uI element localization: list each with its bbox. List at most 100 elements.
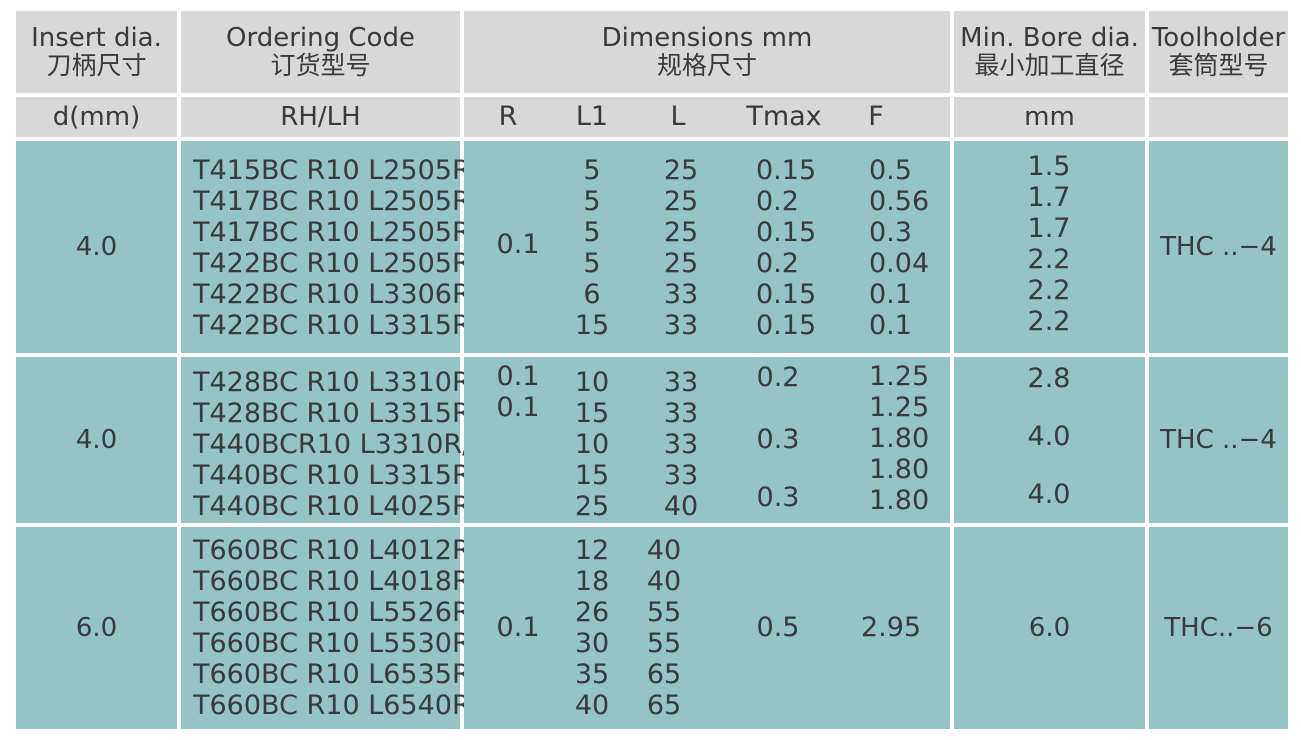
subheader-d: d(mm) [16,97,177,137]
Tmax-value: 0.15 [756,155,817,186]
group3-dims-cell: 0.1 12 18 26 30 35 40 40 40 55 55 65 65 … [464,527,950,729]
group1-bore: 1.5 1.7 1.7 2.2 2.2 2.2 [1028,151,1071,337]
group1-holder: THC ..−4 [1160,232,1277,262]
group2-d-cell: 4.0 [16,357,177,523]
subheader-bore: mm [954,97,1145,137]
header-toolholder-zh: 套筒型号 [1168,51,1269,80]
group1-codes: T415BC R10 L2505R/L T417BC R10 L2505R/L … [193,155,495,341]
header-dimensions-zh: 规格尺寸 [656,51,757,80]
code-line: T660BC R10 L6540R/L [193,690,495,721]
group3-holder: THC..−6 [1164,613,1273,643]
group2-Tmax-3: 0.3 [756,482,800,513]
group1-Tmax: 0.15 0.2 0.15 0.2 0.15 0.15 [756,155,816,341]
L-value: 55 [646,597,682,628]
group3-codes: T660BC R10 L4012R/L T660BC R10 L4018R/L … [193,535,495,721]
L1-value: 5 [583,217,601,248]
group1-L: 25 25 25 25 33 33 [664,155,698,341]
code-line: T660BC R10 L4018R/L [193,566,495,597]
subheader-L1: L1 [575,101,609,132]
R-value: 0.1 [496,361,540,392]
L-value: 25 [663,217,699,248]
L-value: 65 [646,690,682,721]
group2-bore-cell: 2.8 4.0 4.0 [954,357,1145,523]
Tmax-value: 0.15 [756,217,817,248]
code-line: T440BC R10 L4025R/ [193,491,480,522]
L1-value: 6 [583,279,601,310]
L-value: 40 [663,491,699,522]
L-value: 33 [663,310,699,341]
product-spec-table: Insert dia. 刀柄尺寸 Ordering Code 订货型号 Dime… [16,11,1288,729]
F-value: 1.25 [869,361,930,392]
header-dimensions-en: Dimensions mm [601,23,813,53]
header-ordering-code: Ordering Code 订货型号 [181,11,460,93]
group2-d: 4.0 [75,425,118,455]
code-line: T422BC R10 L2505R/L [193,248,495,279]
code-line: T440BC R10 L3315R/L [193,460,495,491]
group2-codes: T428BC R10 L3310R/L T428BC R10 L3315R.L … [193,367,495,522]
subheader-d-label: d(mm) [52,102,141,132]
L1-value: 10 [574,367,610,398]
subheader-bore-label: mm [1024,102,1075,132]
code-line: T660BC R10 L5530R/L [193,628,495,659]
bore-value: 1.7 [1027,182,1071,213]
Tmax-value: 0.2 [756,248,799,279]
group1-d-cell: 4.0 [16,141,177,353]
subheader-code: RH/LH [181,97,460,137]
code-line: T428BC R10 L3315R.L [193,398,494,429]
F-value: 1.80 [869,423,930,454]
L-value: 33 [663,367,699,398]
group1-holder-cell: THC ..−4 [1149,141,1288,353]
group1-F: 0.5 0.56 0.3 0.04 0.1 0.1 [869,155,929,341]
header-min-bore: Min. Bore dia. 最小加工直径 [954,11,1145,93]
F-value: 0.1 [869,279,912,310]
code-line: T428BC R10 L3310R/L [193,367,495,398]
F-value: 0.3 [869,217,912,248]
code-line: T660BC R10 L5526R/L [193,597,495,628]
Tmax-value: 0.15 [756,310,817,341]
L1-value: 5 [583,186,601,217]
F-value: 0.5 [869,155,912,186]
group2-R: 0.1 0.1 [497,361,540,423]
subheader-holder [1149,97,1288,137]
F-value: 0.04 [869,248,930,279]
group3-Tmax: 0.5 [756,612,800,643]
header-dimensions: Dimensions mm 规格尺寸 [464,11,950,93]
group3-F: 2.95 [860,612,922,643]
group3-R: 0.1 [496,612,540,643]
code-line: T417BC R10 L2505R/L [193,186,495,217]
header-min-bore-zh: 最小加工直径 [974,51,1125,80]
group2-bore-3: 4.0 [1027,479,1071,510]
group2-holder: THC ..−4 [1160,425,1277,455]
group1-R: 0.1 [496,229,540,260]
group1-code-cell: T415BC R10 L2505R/L T417BC R10 L2505R/L … [181,141,495,353]
group3-L1: 12 18 26 30 35 40 [575,535,609,721]
Tmax-value: 0.15 [756,279,817,310]
L-value: 40 [646,535,682,566]
group2-L1: 10 15 10 15 25 [575,367,609,522]
L1-value: 18 [574,566,610,597]
group1-d: 4.0 [75,232,118,262]
L1-value: 40 [574,690,610,721]
L-value: 33 [663,429,699,460]
group2-Tmax-1: 0.2 [756,362,800,393]
Tmax-value: 0.2 [756,186,799,217]
header-insert-dia: Insert dia. 刀柄尺寸 [16,11,177,93]
header-ordering-code-zh: 订货型号 [270,51,371,80]
code-line: T660BC R10 L6535R/L [193,659,495,690]
subheader-dims: R L1 L Tmax F [464,97,950,137]
group2-holder-cell: THC ..−4 [1149,357,1288,523]
L1-value: 25 [574,491,610,522]
header-insert-dia-en: Insert dia. [31,23,162,53]
group3-L: 40 40 55 55 65 65 [647,535,681,721]
L1-value: 15 [574,398,610,429]
header-ordering-code-en: Ordering Code [226,23,415,53]
header-insert-dia-zh: 刀柄尺寸 [46,51,147,80]
subheader-L: L [670,101,686,132]
group3-bore: 6.0 [1028,613,1071,643]
F-value: 0.56 [869,186,930,217]
L-value: 25 [663,248,699,279]
group1-L1: 5 5 5 5 6 15 [575,155,609,341]
subheader-code-label: RH/LH [280,102,361,132]
group1-dims-cell: 0.1 5 5 5 5 6 15 25 25 25 25 33 33 0.15 … [464,141,950,353]
L1-value: 10 [574,429,610,460]
